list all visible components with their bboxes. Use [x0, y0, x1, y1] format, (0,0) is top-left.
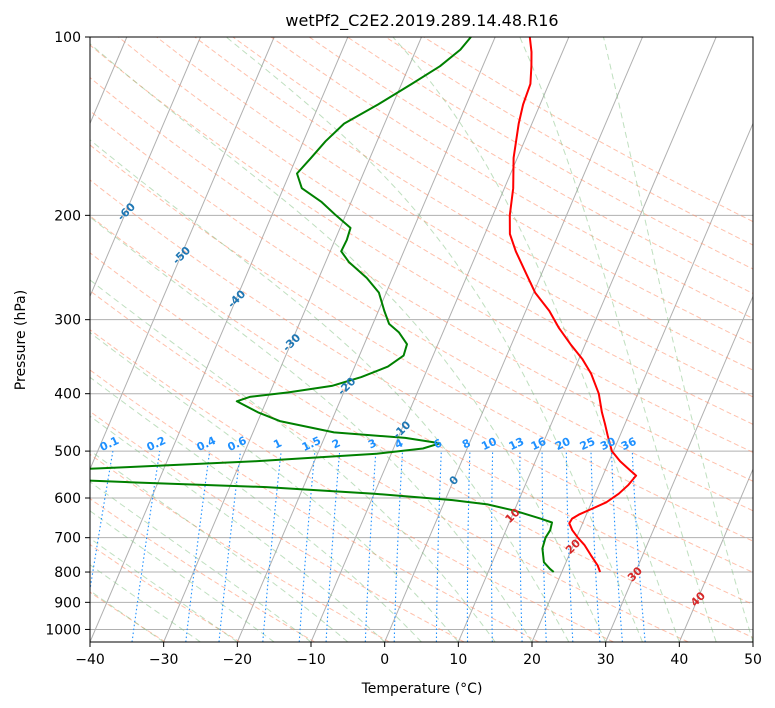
dewpoint-line — [90, 37, 555, 573]
x-tick-label: −40 — [75, 652, 105, 668]
isotherm-line — [310, 37, 570, 642]
moist-adiabat — [90, 510, 275, 642]
mixing-ratio-label: 20 — [553, 435, 573, 453]
y-tick-label: 300 — [54, 313, 81, 329]
isotherm-line — [163, 37, 422, 642]
dry-adiabat — [194, 37, 753, 371]
moist-adiabat — [90, 415, 386, 642]
dry-adiabat — [90, 498, 315, 642]
dry-adiabat — [156, 37, 753, 398]
y-tick-label: 600 — [54, 491, 81, 507]
dry-adiabat — [90, 252, 753, 639]
isotherm-line — [678, 467, 753, 642]
mixing-ratio-lines — [90, 451, 646, 642]
moist-adiabat — [90, 216, 533, 642]
mixing-ratio-label: 36 — [619, 435, 639, 453]
y-tick-label: 200 — [54, 208, 81, 224]
mixing-ratio-line — [262, 451, 282, 642]
adiabat-lines — [90, 37, 753, 642]
axis-ticks: −40 −30 −20 −10 0 10 20 30 40 50 100 200 300 400 500 60… — [45, 30, 762, 668]
isotherm-line — [90, 37, 201, 298]
temperature-line — [508, 37, 638, 573]
isotherm-line — [531, 122, 753, 642]
axes-frame — [89, 36, 754, 643]
x-tick-label: 20 — [523, 652, 541, 668]
dry-adiabat — [90, 591, 166, 642]
dry-adiabat — [90, 215, 753, 606]
moist-adiabat — [90, 43, 607, 642]
chart-title: wetPf2_C2E2.2019.289.14.48.R16 — [285, 11, 558, 31]
x-tick-label: −10 — [296, 652, 326, 668]
moist-adiabat — [90, 279, 496, 642]
isotherm-line — [90, 37, 275, 471]
moist-adiabat — [90, 590, 164, 642]
mixing-ratio-label: 25 — [578, 435, 597, 453]
dry-adiabat — [90, 179, 753, 573]
mixing-ratio-label: 13 — [507, 435, 526, 453]
dry-adiabat — [232, 37, 753, 345]
dry-adiabat — [90, 453, 390, 642]
x-tick-label: 10 — [449, 652, 467, 668]
x-tick-label: 40 — [670, 652, 688, 668]
x-tick-label: 0 — [380, 652, 389, 668]
x-tick-label: 30 — [597, 652, 615, 668]
mixing-ratio-label: 16 — [529, 435, 549, 453]
mixing-ratio-label: 30 — [598, 435, 618, 453]
isotherm-line — [236, 37, 496, 642]
profile-lines — [90, 37, 638, 573]
y-axis-label: Pressure (hPa) — [13, 290, 29, 390]
y-tick-label: 900 — [54, 595, 81, 611]
dry-adiabat — [90, 410, 465, 642]
y-tick-label: 100 — [54, 30, 81, 46]
moist-adiabat — [90, 564, 201, 642]
x-tick-label: −20 — [223, 652, 253, 668]
dry-adiabat — [90, 290, 689, 642]
mixing-ratio-label: 10 — [479, 435, 499, 453]
dry-adiabat — [270, 37, 753, 320]
moist-adiabat — [392, 37, 680, 642]
mixing-ratio-line — [298, 451, 316, 642]
isotherm-line — [605, 295, 753, 642]
x-tick-label: 50 — [744, 652, 762, 668]
y-tick-label: 400 — [54, 387, 81, 403]
moist-adiabat — [90, 537, 238, 642]
y-tick-label: 800 — [54, 565, 81, 581]
mixing-ratio-line — [185, 451, 211, 642]
isotherm-line — [384, 37, 643, 642]
moist-adiabat — [519, 37, 717, 642]
dry-adiabat — [90, 76, 753, 482]
y-tick-label: 700 — [54, 531, 81, 547]
moist-adiabat — [90, 331, 459, 642]
moist-adiabat — [90, 139, 570, 642]
moist-adiabat — [603, 37, 753, 642]
y-tick-label: 500 — [54, 444, 81, 460]
mixing-ratio-line — [131, 451, 161, 642]
moist-adiabat — [90, 481, 312, 642]
mixing-ratio-line — [631, 451, 646, 642]
moist-adiabat — [225, 37, 643, 642]
dry-adiabat — [90, 110, 753, 512]
x-axis-label: Temperature (°C) — [361, 681, 483, 697]
x-tick-label: −30 — [149, 652, 179, 668]
dry-adiabat — [90, 144, 753, 542]
isotherm-line — [457, 37, 717, 642]
y-tick-label: 1000 — [45, 622, 81, 638]
mixing-ratio-line — [218, 451, 242, 642]
